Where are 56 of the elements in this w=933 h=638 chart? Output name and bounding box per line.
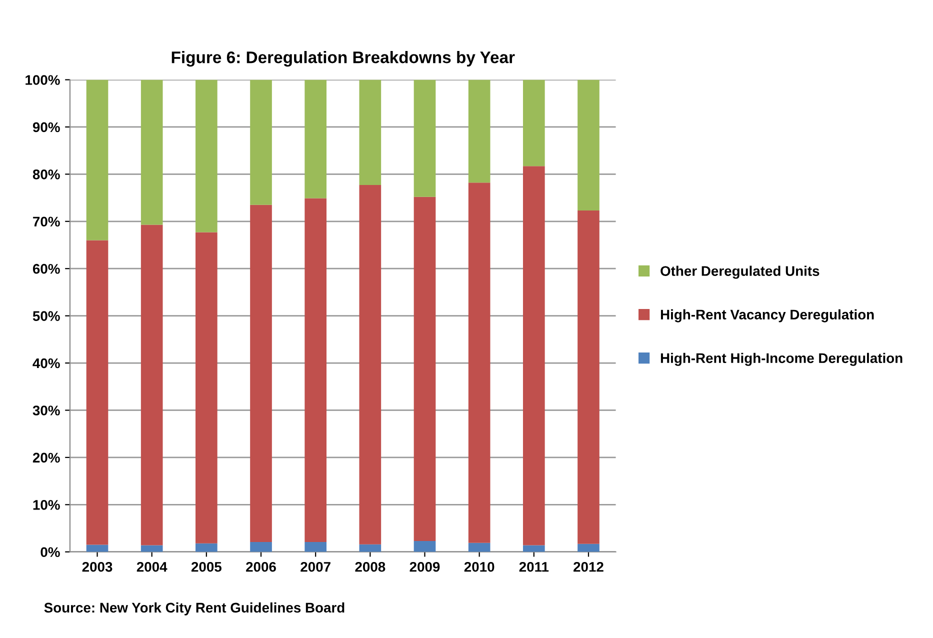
y-tick-label: 20% <box>32 452 60 463</box>
legend-label: Other Deregulated Units <box>660 266 820 279</box>
bar <box>414 80 436 197</box>
legend-label: High-Rent High-Income Deregulation <box>660 352 902 366</box>
y-tick-label: 40% <box>32 358 60 368</box>
x-tick-label: 2007 <box>300 562 330 572</box>
bar <box>522 545 545 552</box>
bar <box>86 544 108 552</box>
bar <box>414 541 436 552</box>
y-tick-label: 80% <box>32 170 60 180</box>
bar <box>468 542 490 552</box>
y-tick-label: 60% <box>32 264 60 274</box>
x-tick-label: 2006 <box>246 562 276 572</box>
x-tick-label: 2009 <box>410 562 440 572</box>
y-tick-label: 50% <box>32 311 60 321</box>
bar <box>522 166 545 546</box>
bar <box>359 80 382 186</box>
x-tick-label: 2008 <box>355 562 386 572</box>
y-tick-label: 100% <box>26 75 60 85</box>
bar <box>414 196 436 542</box>
x-tick-label: 2010 <box>464 562 494 572</box>
bar <box>359 185 382 544</box>
bar <box>578 80 600 211</box>
bar <box>304 542 327 552</box>
bar <box>304 198 327 542</box>
y-tick-label: 0% <box>40 547 60 558</box>
bar <box>140 545 163 552</box>
bar <box>522 80 545 166</box>
bar <box>196 80 218 232</box>
y-tick-label: 30% <box>32 406 60 416</box>
source-note: Source: New York City Rent Guidelines Board <box>44 602 344 616</box>
x-tick-label: 2011 <box>519 562 549 572</box>
bar <box>250 204 272 542</box>
x-tick-label: 2003 <box>82 562 112 572</box>
y-tick-label: 90% <box>32 122 60 132</box>
bar <box>250 80 272 205</box>
x-tick-label: 2004 <box>136 562 168 572</box>
bar <box>468 80 490 183</box>
bar <box>140 80 163 225</box>
y-tick-label: 70% <box>33 216 60 227</box>
bar <box>250 542 272 552</box>
bar <box>140 224 163 546</box>
legend-label: High-Rent Vacancy Deregulation <box>660 309 874 322</box>
x-tick-label: 2012 <box>574 562 604 572</box>
bar <box>578 210 600 544</box>
x-tick-label: 2005 <box>191 562 222 572</box>
chart-title: Figure 6: Deregulation Breakdowns by Year <box>172 51 515 67</box>
bar <box>359 544 382 552</box>
bar <box>578 544 600 552</box>
bar <box>196 543 218 552</box>
bar <box>304 80 327 198</box>
bar <box>196 232 218 544</box>
y-tick-label: 10% <box>33 500 60 510</box>
bar <box>86 80 108 240</box>
bar <box>468 182 490 543</box>
bar <box>86 240 108 545</box>
